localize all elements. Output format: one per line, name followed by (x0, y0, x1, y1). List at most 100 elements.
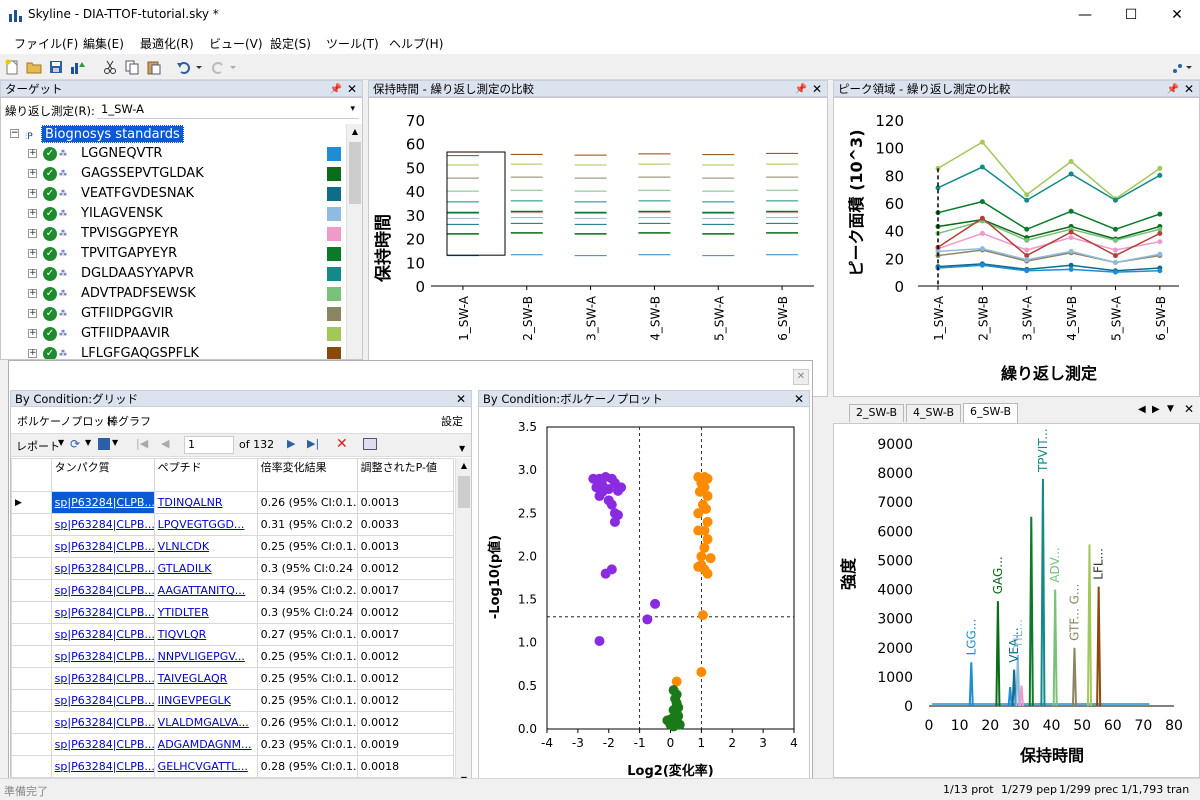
chevron-down-icon[interactable]: ▼ (58, 438, 65, 447)
volcano-point[interactable] (693, 525, 704, 536)
collapse-icon[interactable]: − (10, 128, 19, 138)
undo-icon[interactable] (176, 59, 192, 75)
protein-cell[interactable]: sp|P63284|CLPB... (50, 535, 155, 558)
row-selector[interactable]: ▶ (11, 491, 52, 514)
close-icon[interactable]: ✕ (346, 82, 357, 96)
protein-cell[interactable]: sp|P63284|CLPB... (50, 623, 155, 646)
volcano-point[interactable] (606, 564, 617, 575)
expand-icon[interactable]: + (28, 348, 37, 358)
redo-icon[interactable] (210, 59, 226, 75)
table-row[interactable]: sp|P63284|CLPB... GELHCVGATTL... 0.28 (95%… (11, 755, 455, 778)
tab-bar-graph[interactable]: 棒グラフ (107, 415, 151, 428)
protein-cell[interactable]: sp|P63284|CLPB... (50, 755, 155, 778)
peptide-cell[interactable]: ADGAMDAGNM... (153, 733, 258, 756)
volcano-plot[interactable]: -4 -3 -2 -1 0 1 2 3 4 3.5 3.0 2.5 2.0 1.5 1.0 0.5 0.0 Log… (479, 407, 809, 789)
tab-prev-icon[interactable]: ◀ (1138, 404, 1146, 415)
volcano-point[interactable] (694, 486, 705, 497)
table-row[interactable]: sp|P63284|CLPB... NNPVLIGEPGV... 0.25 (95%… (11, 645, 455, 668)
replicate-select[interactable]: 1_SW-A ▾ (97, 101, 359, 119)
tree-peptide-row[interactable]: + ✓ ⁂ LGGNEQVTR (1, 144, 345, 164)
table-row[interactable]: sp|P63284|CLPB... GTLADILK 0.3 (95% CI:0.2… (11, 557, 455, 580)
paste-icon[interactable] (146, 59, 162, 75)
row-selector[interactable] (11, 601, 52, 624)
volcano-point[interactable] (594, 635, 605, 646)
row-selector[interactable] (11, 645, 52, 668)
peptide-cell[interactable]: LPQVEGTGGD... (153, 513, 258, 536)
tree-peptide-row[interactable]: + ✓ ⁂ ADVTPADFSEWSK (1, 284, 345, 304)
menu-settings[interactable]: 設定(S) (270, 37, 311, 51)
row-selector[interactable] (11, 755, 52, 778)
close-button[interactable]: ✕ (1171, 7, 1183, 23)
tree-peptide-row[interactable]: + ✓ ⁂ GTFIIDPGGVIR (1, 304, 345, 324)
peptide-cell[interactable]: NNPVLIGEPGV... (153, 645, 258, 668)
volcano-point[interactable] (702, 534, 713, 545)
close-icon[interactable]: ✕ (793, 369, 809, 385)
row-selector[interactable] (11, 535, 52, 558)
volcano-point[interactable] (702, 568, 713, 579)
volcano-point[interactable] (616, 482, 627, 493)
scrollbar-thumb[interactable] (458, 476, 470, 508)
volcano-point[interactable] (668, 721, 679, 732)
table-row[interactable]: sp|P63284|CLPB... AAGATTANITQ... 0.34 (95%… (11, 579, 455, 602)
menu-tools[interactable]: ツール(T) (326, 37, 379, 51)
table-row[interactable]: sp|P63284|CLPB... TAIVEGLAQR 0.25 (95% CI:… (11, 667, 455, 690)
tree-peptide-row[interactable]: + ✓ ⁂ GAGSSEPVTGLDAK (1, 164, 345, 184)
volcano-point[interactable] (597, 486, 608, 497)
protein-cell[interactable]: sp|P63284|CLPB... (50, 711, 155, 734)
tab-4-sw-b[interactable]: 4_SW-B (906, 404, 962, 422)
expand-icon[interactable]: + (28, 308, 37, 318)
maximize-button[interactable]: ☐ (1124, 7, 1138, 23)
row-selector[interactable] (11, 733, 52, 756)
expand-icon[interactable]: + (28, 168, 37, 178)
volcano-point[interactable] (702, 491, 713, 502)
publish-icon[interactable] (70, 59, 86, 75)
table-row[interactable]: sp|P63284|CLPB... TIQVLQR 0.27 (95% CI:0.1… (11, 623, 455, 646)
scroll-up-icon[interactable]: ▲ (351, 127, 359, 136)
protein-cell[interactable]: sp|P63284|CLPB... (50, 601, 155, 624)
volcano-point[interactable] (671, 676, 682, 687)
scroll-up-icon[interactable]: ▲ (460, 461, 468, 470)
redo-dropdown-icon[interactable] (229, 59, 237, 75)
row-selector[interactable] (11, 557, 52, 580)
menu-edit[interactable]: 編集(E) (83, 37, 124, 51)
table-row[interactable]: ▶ sp|P63284|CLPB... TDINQALNR 0.26 (95% CI:… (11, 491, 455, 514)
expand-icon[interactable]: + (28, 148, 37, 158)
copy-icon[interactable] (124, 59, 140, 75)
expand-icon[interactable]: + (28, 288, 37, 298)
row-selector[interactable] (11, 711, 52, 734)
protein-cell[interactable]: sp|P63284|CLPB... (50, 689, 155, 712)
tab-volcano-plot[interactable]: ボルケーノプロット (17, 415, 116, 428)
table-row[interactable]: sp|P63284|CLPB... LPQVEGTGGD... 0.31 (95% … (11, 513, 455, 536)
menu-file[interactable]: ファイル(F) (14, 37, 79, 51)
table-row[interactable]: sp|P63284|CLPB... VLNLCDK 0.25 (95% CI:0.1… (11, 535, 455, 558)
pin-icon[interactable]: 📌 (1166, 84, 1179, 95)
clear-filter-icon[interactable]: ✕ (336, 436, 348, 452)
tree-peptide-row[interactable]: + ✓ ⁂ DGLDAASYYAPVR (1, 264, 345, 284)
volcano-point[interactable] (642, 614, 653, 625)
row-selector[interactable] (11, 623, 52, 646)
close-icon[interactable]: ✕ (1183, 82, 1194, 96)
minimize-button[interactable]: — (1078, 7, 1092, 23)
save-icon[interactable] (48, 59, 64, 75)
close-icon[interactable]: ✕ (1184, 402, 1195, 416)
peptide-cell[interactable]: GTLADILK (153, 557, 258, 580)
settings-button[interactable]: 設定 (441, 415, 463, 428)
volcano-point[interactable] (650, 598, 661, 609)
volcano-point[interactable] (606, 499, 617, 510)
volcano-point[interactable] (696, 551, 707, 562)
expand-icon[interactable]: + (28, 248, 37, 258)
expand-icon[interactable]: + (28, 208, 37, 218)
row-selector[interactable] (11, 513, 52, 536)
grid-scrollbar[interactable]: ▲ ▼ (455, 458, 471, 789)
chevron-down-icon[interactable]: ▼ (1167, 404, 1174, 414)
pin-icon[interactable]: 📌 (329, 84, 342, 95)
pin-icon[interactable]: 📌 (794, 84, 807, 95)
volcano-point[interactable] (693, 508, 704, 519)
scrollbar-thumb[interactable] (349, 142, 361, 204)
peptide-cell[interactable]: IINGEVPEGLK (153, 689, 258, 712)
tree-peptide-row[interactable]: + ✓ ⁂ YILAGVENSK (1, 204, 345, 224)
volcano-point[interactable] (699, 542, 710, 553)
peptide-cell[interactable]: TIQVLQR (153, 623, 258, 646)
protein-cell[interactable]: sp|P63284|CLPB... (50, 579, 155, 602)
chevron-down-icon[interactable]: ▼ (459, 444, 466, 453)
